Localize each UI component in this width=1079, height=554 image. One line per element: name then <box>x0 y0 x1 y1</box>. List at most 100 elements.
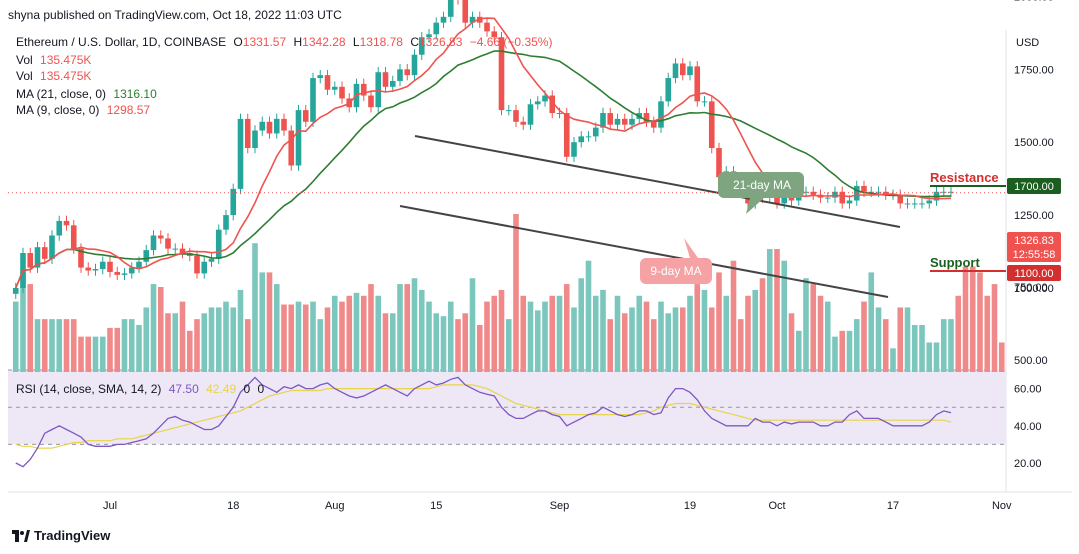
volume-bar <box>266 272 273 372</box>
volume-bar <box>752 289 759 372</box>
volume-bar <box>223 301 229 372</box>
open-value: 1331.57 <box>242 35 287 49</box>
candle-body <box>716 148 722 178</box>
candle-body <box>201 261 208 274</box>
candle-body <box>433 22 440 35</box>
candle-body <box>114 271 121 275</box>
candle-body <box>63 220 70 226</box>
time-tick-label: 17 <box>887 500 899 512</box>
volume-bar <box>571 307 577 372</box>
volume-bar <box>933 342 940 372</box>
channel-upper-line <box>414 135 901 228</box>
volume-bar <box>977 272 983 372</box>
volume-bar <box>716 272 722 372</box>
volume-bar <box>150 284 157 372</box>
candle-body <box>875 191 882 193</box>
ma9-value: 1298.57 <box>106 103 151 117</box>
candle-body <box>150 235 157 251</box>
candle-body <box>614 118 621 125</box>
volume-bar <box>991 284 998 372</box>
candle-body <box>128 267 135 274</box>
candle-body <box>897 194 904 204</box>
volume-bar <box>911 324 918 372</box>
volume-bar <box>607 319 614 372</box>
candle-body <box>440 16 447 23</box>
rsi-sma-value: 42.49 <box>206 382 237 396</box>
rsi-extra-2: 0 <box>257 382 265 396</box>
candle-body <box>223 215 229 230</box>
candle-body <box>389 80 396 87</box>
change-value: −4.66 (−0.35%) <box>469 35 553 49</box>
candle-body <box>513 110 519 122</box>
candle-body <box>650 121 657 128</box>
candle-body <box>27 253 34 268</box>
volume-bar <box>687 295 693 372</box>
volume-bar <box>462 313 469 372</box>
volume-bar <box>723 295 730 372</box>
publisher-line: shyna published on TradingView.com, Oct … <box>8 8 342 22</box>
candle-body <box>273 118 280 134</box>
volume-bar <box>433 313 440 372</box>
candle-body <box>556 113 563 115</box>
volume-bar <box>592 295 599 372</box>
volume-tick-label: 500.00 <box>1014 355 1048 367</box>
ma21-legend: MA (21, close, 0) 1316.10 <box>16 87 161 101</box>
candle-body <box>578 136 585 143</box>
volume-bar <box>121 319 128 372</box>
candle-body <box>824 197 831 199</box>
volume-legend-2: Vol 135.475K <box>16 69 95 83</box>
candle-body <box>462 0 469 23</box>
volume-bar <box>527 301 534 372</box>
volume-bar <box>882 319 889 372</box>
volume-bar <box>85 336 92 372</box>
support-label: Support <box>930 255 980 270</box>
time-tick-label: Nov <box>992 500 1012 512</box>
volume-bar <box>832 336 838 372</box>
volume-bar <box>484 301 490 372</box>
volume-bar <box>861 301 867 372</box>
ma9-callout-box <box>640 238 712 284</box>
candle-body <box>621 118 628 125</box>
volume-bar <box>78 336 84 372</box>
volume-bar <box>375 295 382 372</box>
volume-bar <box>259 272 266 372</box>
close-value: 1326.83 <box>419 35 463 49</box>
volume-bar <box>817 295 824 372</box>
candle-body <box>368 95 374 108</box>
volume-bar <box>549 295 556 372</box>
volume-bar <box>186 330 193 372</box>
candle-body <box>331 86 338 90</box>
candle-body <box>520 121 527 125</box>
candle-body <box>302 110 309 122</box>
volume-bar <box>128 319 135 372</box>
candle-body <box>244 118 251 149</box>
volume-bar <box>846 330 853 372</box>
candle-body <box>861 185 867 192</box>
resistance-level-tag <box>1007 178 1061 194</box>
candle-body <box>411 54 418 76</box>
volume-bar <box>157 287 164 372</box>
volume-bar <box>194 319 200 372</box>
candle-body <box>853 185 860 201</box>
volume-bar <box>650 319 657 372</box>
volume-bar <box>795 330 802 372</box>
volume-bar <box>230 307 237 372</box>
volume-bar <box>63 319 70 372</box>
volume-bar <box>41 319 48 372</box>
volume-bar <box>346 295 353 372</box>
candle-body <box>803 191 809 193</box>
tradingview-brand[interactable]: TradingView <box>12 528 110 543</box>
candle-body <box>505 110 512 112</box>
rsi-value: 47.50 <box>168 382 199 396</box>
volume-bar <box>926 342 933 372</box>
volume-bar <box>418 289 425 372</box>
rsi-tick-label: 40.00 <box>1014 421 1042 433</box>
candle-body <box>157 235 164 239</box>
volume-bar <box>252 243 258 372</box>
volume-bar <box>99 336 106 372</box>
volume-label-2: Vol <box>16 69 33 83</box>
volume-bar <box>295 301 302 372</box>
volume-bar <box>382 313 389 372</box>
ma21-callout-text: 21-day MA <box>733 178 791 192</box>
